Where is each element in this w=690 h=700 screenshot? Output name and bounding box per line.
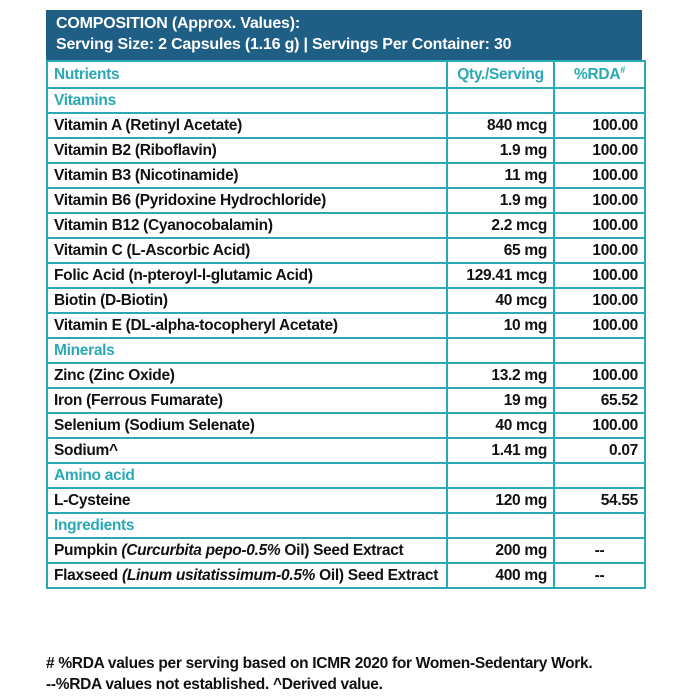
footnote-rda-basis: # %RDA values per serving based on ICMR … — [46, 655, 593, 672]
section-label-vitamins: Vitamins — [46, 87, 448, 114]
footnotes: # %RDA values per serving based on ICMR … — [46, 653, 593, 695]
footnote-rda-not-established: --%RDA values not established. ^Derived … — [46, 676, 383, 693]
table-row: Folic Acid (n-pteroyl-l-glutamic Acid) 12… — [46, 262, 646, 289]
section-row-vitamins: Vitamins — [46, 87, 646, 114]
table-row: Vitamin B12 (Cyanocobalamin) 2.2 mcg 100.0… — [46, 212, 646, 239]
serving-info: Serving Size: 2 Capsules (1.16 g) | Serv… — [56, 36, 512, 53]
table-row: Flaxseed (Linum usitatissimum-0.5% Oil) … — [46, 562, 646, 589]
table-row: L-Cysteine 120 mg 54.55 — [46, 487, 646, 514]
qty-column-header: Qty./Serving — [446, 60, 555, 89]
table-row: Vitamin E (DL-alpha-tocopheryl Acetate) 1… — [46, 312, 646, 339]
composition-header: COMPOSITION (Approx. Values): Serving Si… — [46, 10, 642, 60]
table-row: Sodium^ 1.41 mg 0.07 — [46, 437, 646, 464]
table-row: Vitamin B3 (Nicotinamide) 11 mg 100.00 — [46, 162, 646, 189]
nutrition-table: Nutrients Qty./Serving %RDA# Vitamins Vi… — [46, 60, 646, 589]
section-row-minerals: Minerals — [46, 337, 646, 364]
nutrients-column-header: Nutrients — [46, 60, 448, 89]
table-row: Vitamin B2 (Riboflavin) 1.9 mg 100.00 — [46, 137, 646, 164]
section-row-ingredients: Ingredients — [46, 512, 646, 539]
table-row: Vitamin C (L-Ascorbic Acid) 65 mg 100.00 — [46, 237, 646, 264]
table-row: Vitamin B6 (Pyridoxine Hydrochloride) 1.9… — [46, 187, 646, 214]
composition-panel: COMPOSITION (Approx. Values): Serving Si… — [46, 10, 646, 589]
section-label-ingredients: Ingredients — [46, 512, 448, 539]
composition-title: COMPOSITION (Approx. Values): — [56, 15, 301, 32]
table-row: Vitamin A (Retinyl Acetate) 840 mcg 100.00 — [46, 112, 646, 139]
table-row: Biotin (D-Biotin) 40 mcg 100.00 — [46, 287, 646, 314]
section-label-amino-acid: Amino acid — [46, 462, 448, 489]
table-row: Iron (Ferrous Fumarate) 19 mg 65.52 — [46, 387, 646, 414]
section-row-amino-acid: Amino acid — [46, 462, 646, 489]
table-row: Pumpkin (Curcurbita pepo-0.5% Oil) Seed … — [46, 537, 646, 564]
table-row: Selenium (Sodium Selenate) 40 mcg 100.00 — [46, 412, 646, 439]
rda-column-header: %RDA# — [553, 60, 646, 89]
section-label-minerals: Minerals — [46, 337, 448, 364]
table-row: Zinc (Zinc Oxide) 13.2 mg 100.00 — [46, 362, 646, 389]
column-header-row: Nutrients Qty./Serving %RDA# — [46, 60, 646, 89]
